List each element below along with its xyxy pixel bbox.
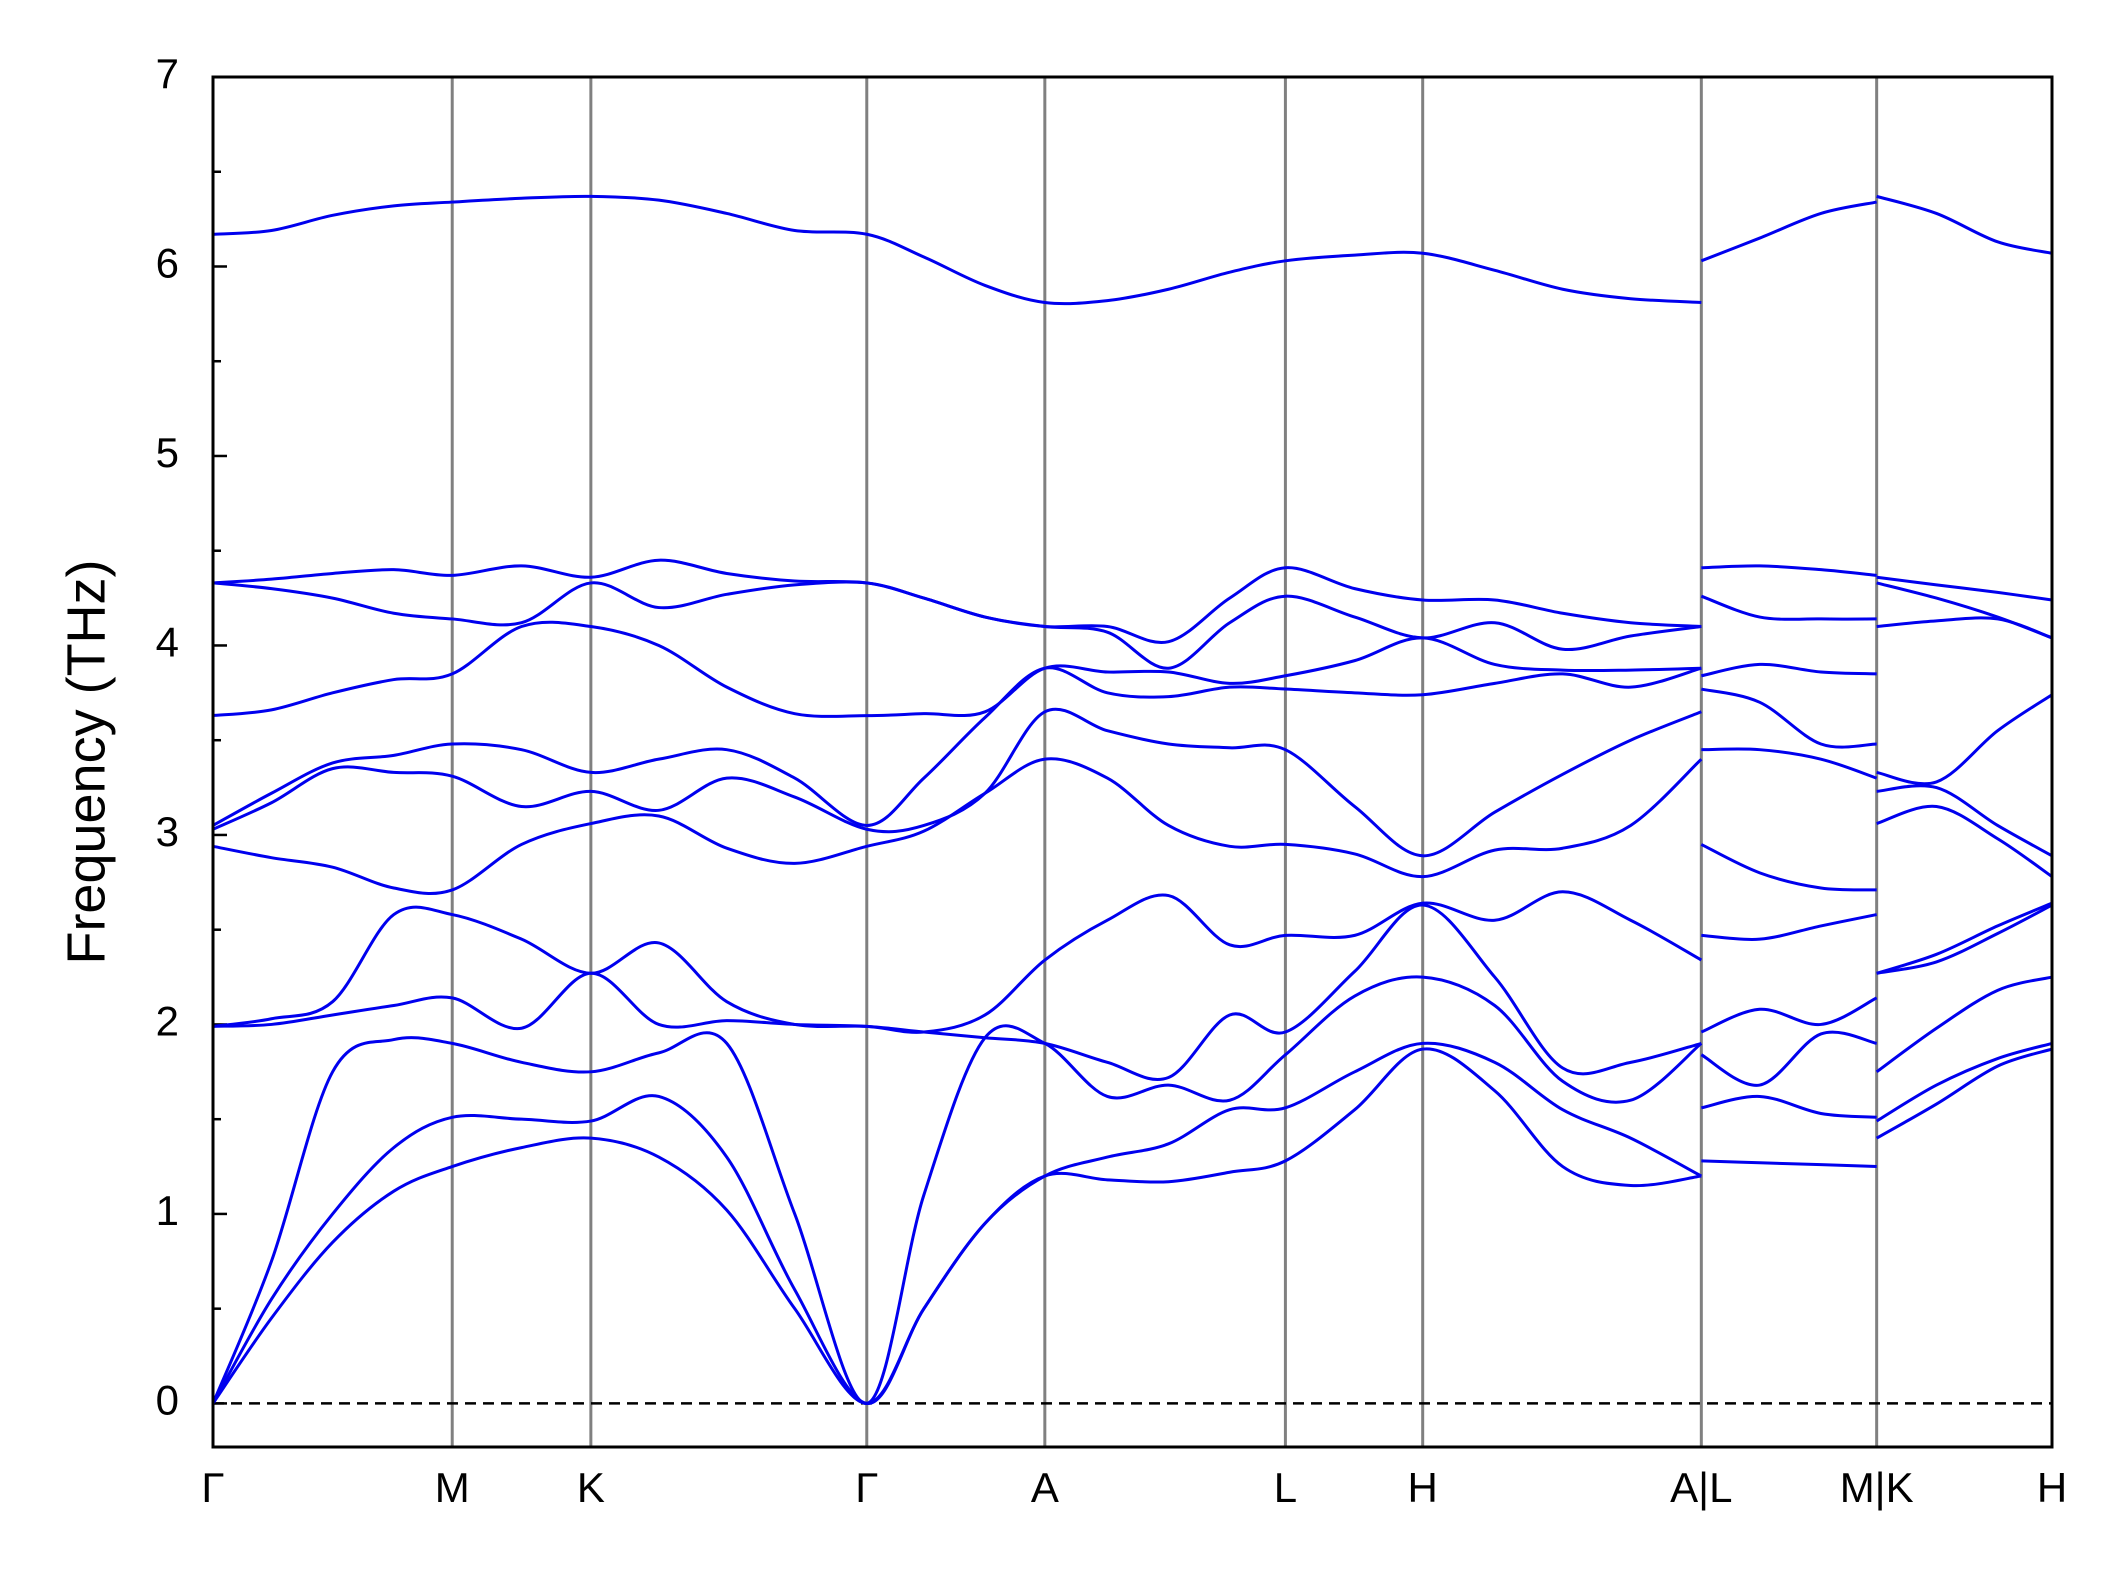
y-tick-label: 1: [156, 1187, 179, 1234]
band-line: [212, 903, 2053, 1081]
band-line: [212, 757, 2053, 895]
y-tick-label: 3: [156, 808, 179, 855]
x-tick-label: H: [2037, 1464, 2067, 1511]
y-tick-label: 0: [156, 1377, 179, 1424]
x-tick-label: L: [1274, 1464, 1297, 1511]
band-line: [212, 666, 2053, 827]
band-line: [211, 1047, 2053, 1405]
x-tick-label: Γ: [201, 1464, 224, 1511]
x-tick-label: A: [1031, 1464, 1059, 1511]
band-line: [212, 558, 2053, 644]
band-line: [212, 580, 2053, 670]
x-tick-label: H: [1408, 1464, 1438, 1511]
x-tick-label: A|L: [1670, 1464, 1732, 1511]
band-line: [212, 707, 2053, 858]
y-tick-label: 6: [156, 240, 179, 287]
x-tick-label: M|K: [1840, 1464, 1914, 1511]
band-line: [211, 1041, 2053, 1405]
y-tick-label: 5: [156, 429, 179, 476]
band-line: [211, 975, 2053, 1405]
x-tick-label: Γ: [855, 1464, 878, 1511]
x-tick-label: M: [435, 1464, 470, 1511]
y-tick-label: 7: [156, 50, 179, 97]
plot-frame: [211, 75, 2054, 1449]
y-axis-label: Frequency (THz): [56, 559, 116, 964]
band-line: [212, 616, 2053, 718]
y-tick-label: 2: [156, 998, 179, 1045]
y-tick-label: 4: [156, 619, 179, 666]
band-line: [212, 194, 2053, 306]
band-line: [212, 890, 2053, 1034]
x-tick-label: K: [577, 1464, 605, 1511]
